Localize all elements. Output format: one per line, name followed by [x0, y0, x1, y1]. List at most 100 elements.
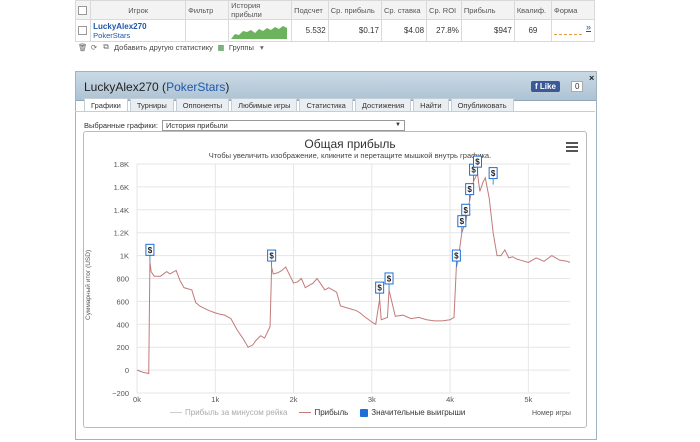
legend-item-profit[interactable]: Прибыль	[299, 408, 348, 417]
x-tick-label: 5k	[524, 395, 532, 404]
tab-publish[interactable]: Опубликовать	[450, 98, 514, 112]
chart-select[interactable]: История прибыли ▼	[161, 120, 405, 131]
big-win-marker-label: $	[454, 252, 459, 261]
big-win-marker	[145, 243, 155, 256]
big-win-marker	[472, 155, 482, 168]
col-form[interactable]: Форма	[551, 0, 595, 20]
tab-favorite-games[interactable]: Любимые игры	[231, 98, 298, 112]
facebook-icon: f	[535, 82, 540, 91]
legend-big-wins-swatch	[360, 408, 369, 417]
col-profit[interactable]: Прибыль	[460, 0, 515, 20]
y-tick-label: 1.2K	[114, 229, 129, 238]
y-tick-label: 0	[125, 366, 129, 375]
big-win-marker-label: $	[148, 246, 153, 255]
add-stats-icon: ⧉	[103, 42, 109, 51]
y-tick-label: −200	[112, 389, 129, 398]
add-stats-link[interactable]: Добавить другую статистику	[114, 42, 213, 52]
big-win-marker-label: $	[377, 284, 382, 293]
chart-selector-label: Выбранные графики:	[84, 121, 158, 130]
big-win-marker-label: $	[491, 169, 496, 178]
col-player[interactable]: Игрок	[90, 0, 187, 20]
chart-menu-icon[interactable]	[566, 140, 578, 154]
chart-subtitle: Чтобы увеличить изображение, кликните и …	[208, 151, 492, 160]
chevron-down-icon[interactable]: ▾	[259, 42, 264, 52]
big-win-marker-label: $	[471, 166, 476, 175]
profit-line	[136, 171, 571, 375]
big-win-marker	[451, 249, 461, 262]
stats-table: Игрок Фильтр История прибыли Подсчет Ср.…	[74, 0, 595, 42]
x-tick-label: 2k	[290, 395, 298, 404]
groups-dropdown[interactable]: Группы	[228, 42, 254, 52]
history-sparkline-cell	[228, 19, 293, 42]
panel-title: LuckyAlex270 (PokerStars)	[84, 80, 230, 94]
panel-site-link[interactable]: PokerStars	[166, 80, 226, 94]
chart-title: Общая прибыль	[304, 137, 396, 151]
big-win-marker	[267, 249, 277, 262]
close-icon[interactable]: ×	[589, 73, 595, 83]
y-tick-label: 400	[116, 320, 129, 329]
y-tick-label: 1.6K	[114, 183, 129, 192]
legend-item-big-wins[interactable]: Значительные выигрыши	[360, 408, 465, 417]
big-win-marker-label: $	[464, 206, 469, 215]
chart-container[interactable]	[83, 131, 587, 428]
big-win-marker	[488, 167, 498, 180]
table-row: LuckyAlex270 PokerStars 5.532 $0.17 $4.0…	[74, 19, 595, 42]
row-checkbox-cell[interactable]	[74, 19, 92, 42]
y-tick-label: 600	[116, 297, 129, 306]
col-qualif[interactable]: Квалиф.	[513, 0, 553, 20]
x-tick-label: 1k	[211, 395, 219, 404]
table-toolbar: 🗑 ⟳ ⧉ Добавить другую статистику ▦ Групп…	[78, 40, 266, 54]
big-win-marker	[461, 203, 471, 216]
avg-stake-cell: $4.08	[380, 19, 428, 42]
table-header-row: Игрок Фильтр История прибыли Подсчет Ср.…	[74, 0, 595, 20]
big-win-marker-label: $	[387, 274, 392, 283]
tab-opponents[interactable]: Оппоненты	[175, 98, 230, 112]
facebook-like-button[interactable]: f Like	[531, 81, 560, 92]
chevron-down-icon: ▼	[395, 122, 401, 128]
tab-statistics[interactable]: Статистика	[299, 98, 353, 112]
form-cell	[551, 19, 595, 42]
legend-item-rake[interactable]: Прибыль за минусом рейка	[170, 408, 287, 417]
x-tick-label: 4k	[446, 395, 454, 404]
player-site-link[interactable]: PokerStars	[93, 30, 131, 40]
select-all-checkbox-cell[interactable]	[74, 0, 92, 20]
col-count[interactable]: Подсчет	[291, 0, 329, 20]
y-tick-label: 200	[116, 343, 129, 352]
trash-icon[interactable]: 🗑	[78, 42, 88, 52]
legend-profit-swatch	[299, 412, 312, 413]
panel-header: LuckyAlex270 (PokerStars) f Like 0	[76, 72, 596, 101]
x-tick-label: 3k	[368, 395, 376, 404]
y-tick-label: 1.4K	[114, 206, 129, 215]
tab-tournaments[interactable]: Турниры	[129, 98, 174, 112]
col-avg-stake[interactable]: Ср. ставка	[380, 0, 428, 20]
legend-rake-swatch	[170, 412, 182, 413]
legend-rake-label: Прибыль за минусом рейка	[185, 408, 288, 417]
select-all-checkbox[interactable]	[78, 5, 87, 15]
y-tick-label: 1K	[120, 252, 129, 261]
chart-selector: Выбранные графики: История прибыли ▼	[84, 120, 405, 131]
like-label: Like	[539, 82, 556, 91]
tab-achievements[interactable]: Достижения	[354, 98, 412, 112]
x-axis-label: Номер игры	[532, 410, 571, 417]
groups-icon: ▦	[217, 42, 225, 52]
avg-profit-cell: $0.17	[327, 19, 382, 42]
x-tick-label: 0k	[133, 395, 141, 404]
like-count: 0	[571, 81, 584, 92]
refresh-icon[interactable]: ⟳	[90, 42, 98, 52]
col-avg-profit[interactable]: Ср. прибыль	[327, 0, 382, 20]
player-name-link[interactable]: LuckyAlex270	[93, 21, 147, 31]
big-win-marker-label: $	[269, 252, 274, 261]
tabs-divider	[75, 111, 595, 112]
row-checkbox[interactable]	[78, 26, 87, 36]
tab-find[interactable]: Найти	[413, 98, 449, 112]
big-win-marker	[375, 281, 385, 294]
chart-select-value: История прибыли	[165, 121, 228, 130]
history-sparkline	[231, 25, 288, 39]
panel-tabs: Графики Турниры Оппоненты Любимые игры С…	[84, 98, 514, 112]
more-link[interactable]: »	[586, 22, 592, 32]
big-win-marker-label: $	[475, 158, 480, 167]
y-tick-label: 1.8K	[114, 160, 129, 169]
tab-charts[interactable]: Графики	[84, 98, 128, 112]
col-history[interactable]: История прибыли	[228, 0, 293, 20]
